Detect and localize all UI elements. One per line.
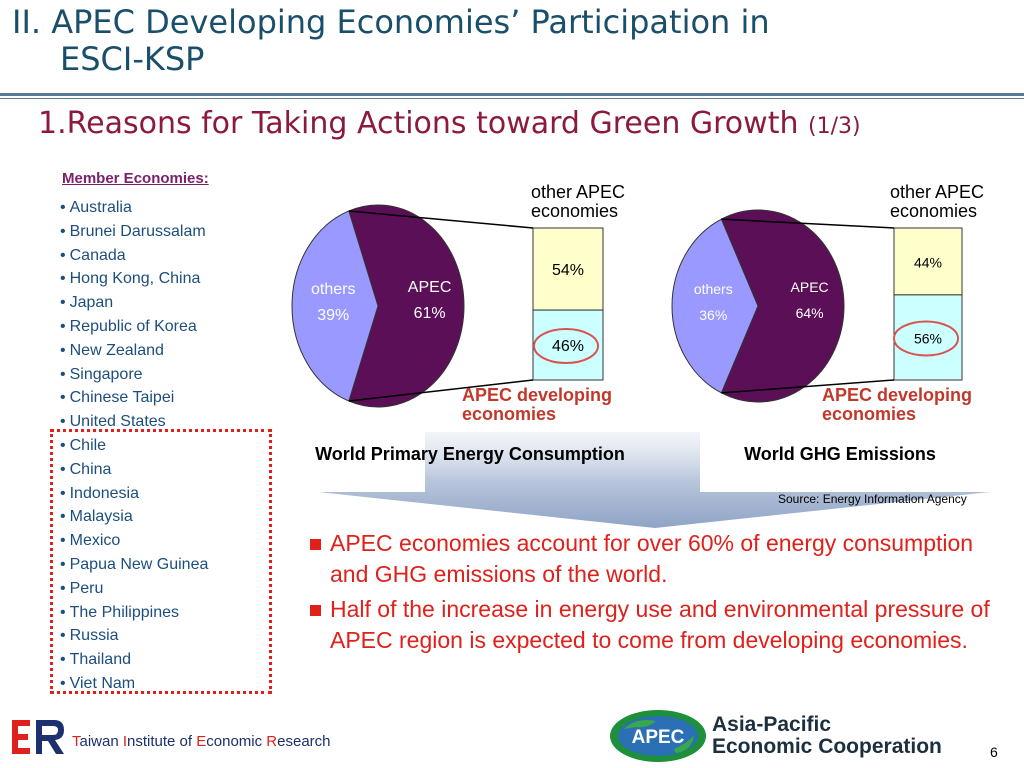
pie-value-others: 36% [699,307,727,323]
label-other-apec: other APEC economies [531,182,625,221]
subtitle-main: 1.Reasons for Taking Actions toward Gree… [38,106,799,141]
member-economy-item: Singapore [60,363,206,387]
member-economy-item: Mexico [60,529,208,553]
org-name-part: aiwan [79,733,123,750]
arrow-shape [318,432,990,528]
chart-title: World Primary Energy Consumption [315,444,625,464]
label-line: other APEC [531,182,625,202]
label-line: APEC developing [822,385,972,405]
slide-title-line2: ESCI-KSP [60,40,205,78]
org-name-part: E [196,733,207,750]
member-economy-item: Thailand [60,648,208,672]
member-economy-item: Indonesia [60,482,208,506]
pie-label-others: others [311,281,355,298]
pie-slice-apec [348,204,465,408]
bar-value-other-apec: 54% [552,262,584,279]
slide-subtitle: 1.Reasons for Taking Actions toward Gree… [38,106,861,141]
footer-organization: Taiwan Institute of Economic Research [72,733,331,750]
label-apec-developing: APEC developing economies [462,385,612,424]
member-economy-item: Viet Nam [60,672,208,696]
tier-logo-icon [12,720,64,754]
highlight-circle [533,328,599,365]
pie-label-apec: APEC [791,279,829,295]
member-economy-item: Papua New Guinea [60,553,209,577]
finding-bullet: Half of the increase in energy use and e… [310,594,1010,656]
developing-economies-list: ChileChinaIndonesiaMalaysiaMexicoPapua N… [60,434,209,696]
member-economy-item: Republic of Korea [60,315,206,339]
member-economy-item: The Philippines [60,601,208,625]
chart-title: World GHG Emissions [744,444,936,464]
member-economy-item: Chile [60,434,208,458]
subtitle-part: (1/3) [808,114,861,139]
bar-value-apec-developing: 46% [552,338,584,355]
label-line: economies [822,404,916,424]
apec-logo-text: APEC [632,727,685,748]
members-heading: Member Economies: [62,170,209,187]
bar-value-apec-developing: 56% [914,330,942,346]
title-divider-thin [0,98,1024,99]
slide-title: II. APEC Developing Economies’ Participa… [12,4,912,78]
developed-economies-list: AustraliaBrunei DarussalamCanadaHong Kon… [60,196,206,434]
pie-label-apec: APEC [408,279,452,296]
bar-value-other-apec: 44% [914,254,942,270]
org-name-part: T [72,733,80,750]
connector-line [721,218,895,229]
label-line: economies [462,404,556,424]
connector-line [721,379,895,394]
apec-name-line1: Asia-Pacific [712,713,832,736]
label-apec-developing: APEC developing economies [822,385,972,424]
connector-line [348,379,534,402]
pie-slice-apec [720,209,845,403]
member-economy-item: Brunei Darussalam [60,220,206,244]
key-findings-list: APEC economies account for over 60% of e… [310,528,1010,660]
pie-value-apec: 64% [796,305,824,321]
highlight-circle [893,320,959,357]
page-number: 6 [990,744,998,760]
source-note: Source: Energy Information Agency [778,492,967,506]
org-name-part: esearch [277,733,331,750]
org-name-part: I [122,733,128,750]
org-name-part: R [266,733,278,750]
member-economy-item: United States [60,410,206,434]
bar-segment-other-apec [532,227,604,311]
member-economy-item: China [60,458,208,482]
member-economy-item: Russia [60,624,208,648]
org-name-part: nstitute of [127,733,197,750]
pie-value-apec: 61% [414,305,446,322]
pie-label-others: others [694,281,733,297]
apec-globe-logo-icon: APEC [610,710,706,762]
member-economy-item: Australia [60,196,206,220]
pie-slice-others [291,210,379,402]
label-line: APEC developing [462,385,612,405]
label-line: other APEC [890,182,984,202]
bar-segment-apec-developing [532,309,604,381]
member-economy-item: Japan [60,291,206,315]
pie-slice-others [671,218,759,394]
org-name-part: conomic [206,733,267,750]
bar-segment-other-apec [893,227,963,296]
label-line: economies [890,201,977,221]
pie-value-others: 39% [317,307,349,324]
apec-name: Asia-Pacific Economic Cooperation [712,714,942,758]
label-other-apec: other APEC economies [890,182,984,221]
slide-title-line1: II. APEC Developing Economies’ Participa… [12,3,770,41]
bar-segment-apec-developing [893,294,963,381]
label-line: economies [531,201,618,221]
apec-name-line2: Economic Cooperation [712,735,942,758]
title-divider [0,93,1024,96]
member-economy-item: Canada [60,244,206,268]
member-economy-item: Malaysia [60,505,208,529]
member-economy-item: New Zealand [60,339,206,363]
member-economy-item: Hong Kong, China [60,267,206,291]
finding-bullet: APEC economies account for over 60% of e… [310,528,1010,590]
member-economy-item: Chinese Taipei [60,386,206,410]
member-economy-item: Peru [60,577,208,601]
connector-line [348,210,534,229]
